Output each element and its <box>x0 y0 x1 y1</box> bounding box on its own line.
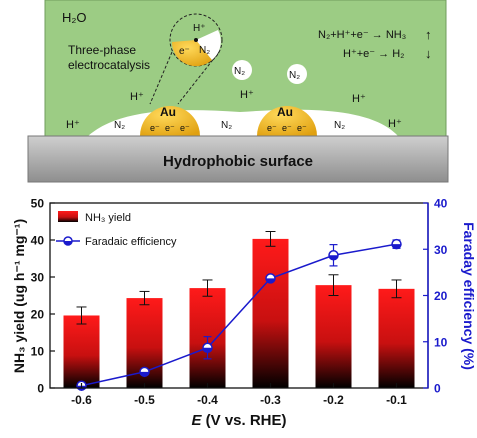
three-phase-label-1: Three-phase <box>68 43 136 57</box>
x-tick-label-2: -0.4 <box>197 393 218 407</box>
reaction-nh3-arrow: ↑ <box>425 27 432 42</box>
gold-2-e1: e⁻ <box>267 123 277 133</box>
gas-n2-3: N₂ <box>334 120 345 131</box>
bar-error-bars <box>76 230 402 325</box>
fe-point-fill-1 <box>140 371 149 377</box>
bar-3 <box>252 238 289 388</box>
reaction-h2: H⁺+e⁻ → H₂ <box>343 48 404 60</box>
proton-3: H⁺ <box>352 93 366 105</box>
x-axis-title-italic: E <box>191 412 202 429</box>
legend-swatch-marker-fill <box>64 241 72 245</box>
hydrophobic-surface <box>27 135 449 183</box>
n2-bubble-2: N₂ <box>287 64 307 84</box>
zoom-line-right <box>177 51 220 105</box>
x-tick-label-1: -0.5 <box>134 393 155 407</box>
water-label: H₂O <box>62 10 87 25</box>
n2-bubble-2-label: N₂ <box>289 70 300 81</box>
zoom-electron: e⁻ <box>179 46 190 57</box>
fe-point-fill-5 <box>392 244 401 249</box>
x-tick-label-3: -0.3 <box>260 393 281 407</box>
gold-2-label: Au <box>277 105 293 119</box>
y-tick-label-0: 0 <box>37 382 44 396</box>
fe-point-fill-4 <box>329 255 338 260</box>
bar-4 <box>315 285 352 388</box>
y2-tick-label-0: 0 <box>434 382 441 396</box>
reaction-nh3: N₂+H⁺+e⁻ → NH₃ <box>318 29 406 41</box>
schematic: H₂O Three-phase electrocatalysis N₂+H⁺+e… <box>27 0 449 183</box>
gold-particle-1: Au e⁻ e⁻ e⁻ <box>140 105 200 136</box>
proton-4: H⁺ <box>66 119 80 131</box>
left-axis-ticks: 0 10 20 30 40 50 <box>31 197 55 396</box>
proton-1: H⁺ <box>130 91 144 103</box>
gold-particle-2: Au e⁻ e⁻ e⁻ <box>257 105 317 136</box>
gold-1-label: Au <box>160 105 176 119</box>
fe-series <box>76 238 402 391</box>
y2-tick-label-40: 40 <box>434 197 448 211</box>
y-axis-title: NH₃ yield (ug h⁻¹ mg⁻¹) <box>11 219 27 373</box>
bar-0 <box>63 315 100 388</box>
zoom-line-left <box>149 51 173 105</box>
surface-label: Hydrophobic surface <box>163 153 313 170</box>
gas-n2-1: N₂ <box>114 120 125 131</box>
x-axis-title: E (V vs. RHE) <box>191 412 286 429</box>
x-tick-label-5: -0.1 <box>386 393 407 407</box>
y-tick-label-40: 40 <box>31 234 45 248</box>
three-phase-label-2: electrocatalysis <box>68 58 150 72</box>
y-tick-label-30: 30 <box>31 271 45 285</box>
gold-1-e2: e⁻ <box>165 123 175 133</box>
legend: NH₃ yield Faradaic efficiency <box>56 211 177 248</box>
zoom-n2: N₂ <box>199 45 210 56</box>
fe-point-fill-2 <box>203 347 212 353</box>
x-axis-title-rest: (V vs. RHE) <box>201 412 286 429</box>
legend-swatch-bar <box>58 211 78 222</box>
right-axis-ticks: 0 10 20 30 40 <box>423 197 448 396</box>
y2-tick-label-10: 10 <box>434 335 448 349</box>
bar-series <box>63 238 415 388</box>
x-axis-ticks: -0.6 -0.5 -0.4 -0.3 -0.2 -0.1 <box>71 383 407 407</box>
x-tick-label-0: -0.6 <box>71 393 92 407</box>
proton-2: H⁺ <box>240 89 254 101</box>
n2-bubble-1-label: N₂ <box>234 66 245 77</box>
y-tick-label-20: 20 <box>31 308 45 322</box>
gold-2-e3: e⁻ <box>297 123 307 133</box>
bar-5 <box>378 288 415 388</box>
y2-tick-label-30: 30 <box>434 243 448 257</box>
gold-1-e3: e⁻ <box>180 123 190 133</box>
y-tick-label-10: 10 <box>31 345 45 359</box>
gold-2-e2: e⁻ <box>282 123 292 133</box>
gold-1-e1: e⁻ <box>150 123 160 133</box>
y2-axis-title: Faraday efficiency (%) <box>461 222 477 370</box>
fe-point-fill-3 <box>266 278 275 283</box>
plot-frame <box>49 202 429 389</box>
legend-label-fe: Faradaic efficiency <box>85 236 177 248</box>
reaction-h2-arrow: ↓ <box>425 46 432 61</box>
n2-bubble-1: N₂ <box>232 60 252 80</box>
zoom-gold <box>171 40 212 67</box>
proton-5: H⁺ <box>388 118 402 130</box>
fe-line <box>81 243 397 387</box>
zoom-dot <box>194 38 198 42</box>
x-tick-label-4: -0.2 <box>323 393 344 407</box>
gas-n2-2: N₂ <box>221 120 232 131</box>
zoom-gas <box>196 30 221 60</box>
y-tick-label-50: 50 <box>31 197 45 211</box>
zoom-callout: e⁻ N₂ H⁺ <box>149 13 223 105</box>
legend-label-yield: NH₃ yield <box>85 212 131 224</box>
y2-tick-label-20: 20 <box>434 289 448 303</box>
zoom-proton: H⁺ <box>193 23 206 34</box>
